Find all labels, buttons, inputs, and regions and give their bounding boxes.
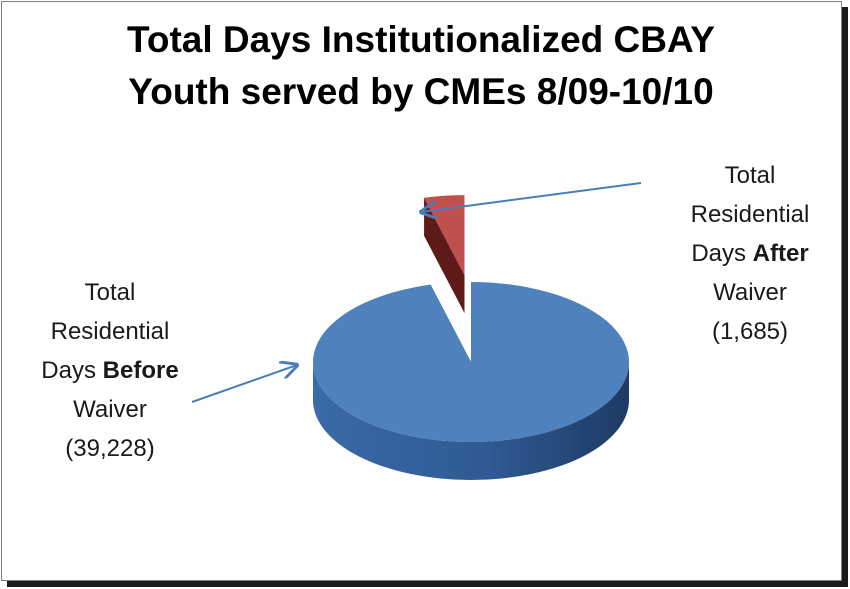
after-arrow xyxy=(421,182,642,212)
chart-title-line-2: Youth served by CMEs 8/09-10/10 xyxy=(128,71,714,112)
chart-title-line-1: Total Days Institutionalized CBAY xyxy=(127,19,715,60)
before-label-line-1: Total xyxy=(84,279,136,306)
before-label-bold: Before xyxy=(102,357,179,384)
after-label-line-4: Waiver xyxy=(713,279,787,306)
after-label-line-2: Residential xyxy=(690,201,810,228)
slice-before-top xyxy=(312,282,629,443)
before-label-prefix: Days xyxy=(41,357,103,384)
after-value-label: (1,685) xyxy=(711,318,789,345)
after-label-bold: After xyxy=(752,240,809,267)
slice-before-side xyxy=(313,362,629,480)
before-label-line-2: Residential xyxy=(50,318,170,345)
slice-label-before: Total Residential Days Before Waiver (39… xyxy=(20,273,200,468)
before-label-line-3: Days Before xyxy=(20,351,200,390)
before-label-line-4: Waiver xyxy=(73,396,147,423)
slice-after-wall-2 xyxy=(424,197,465,314)
chart-title: Total Days Institutionalized CBAY Youth … xyxy=(0,14,842,118)
before-arrow xyxy=(191,365,297,403)
after-label-line-3: Days After xyxy=(660,234,840,273)
after-label-line-1: Total xyxy=(724,162,776,189)
before-value-label: (39,228) xyxy=(65,435,155,462)
after-label-prefix: Days xyxy=(691,240,753,267)
slice-label-after: Total Residential Days After Waiver (1,6… xyxy=(660,156,840,351)
